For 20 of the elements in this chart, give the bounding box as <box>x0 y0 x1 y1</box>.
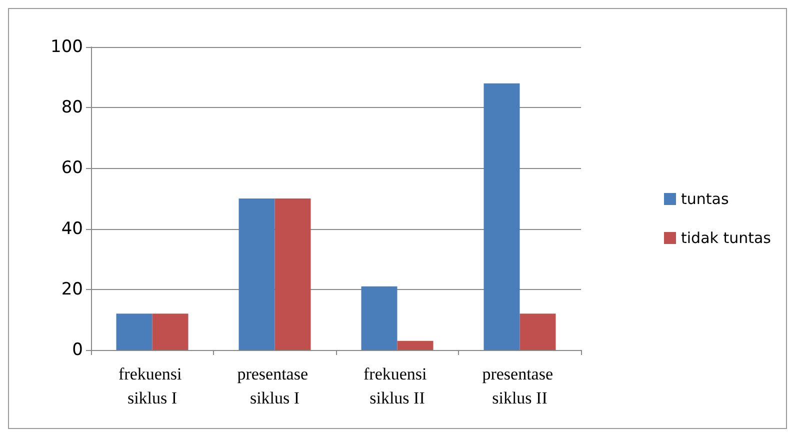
y-tick-label: 80 <box>61 98 83 118</box>
bar <box>484 83 520 350</box>
y-tick-label: 0 <box>72 340 83 360</box>
bar <box>238 198 275 350</box>
x-tick-label: frekuensi siklus II <box>363 364 432 408</box>
y-tick-label: 20 <box>61 279 83 300</box>
bar <box>274 198 311 350</box>
bar <box>520 314 556 350</box>
y-tick-label: 100 <box>50 37 83 57</box>
legend-label: tidak tuntas <box>681 229 772 247</box>
bar <box>116 314 152 350</box>
bar <box>152 314 188 350</box>
x-tick-label: frekuensi siklus I <box>118 364 186 408</box>
bar <box>397 340 434 350</box>
x-tick-label: presentase siklus II <box>482 364 558 408</box>
y-tick-label: 40 <box>61 218 83 239</box>
bar <box>361 286 398 350</box>
x-tick-label: presentase siklus I <box>237 364 312 408</box>
y-tick-label: 60 <box>61 158 83 178</box>
legend-label: tuntas <box>681 190 729 208</box>
